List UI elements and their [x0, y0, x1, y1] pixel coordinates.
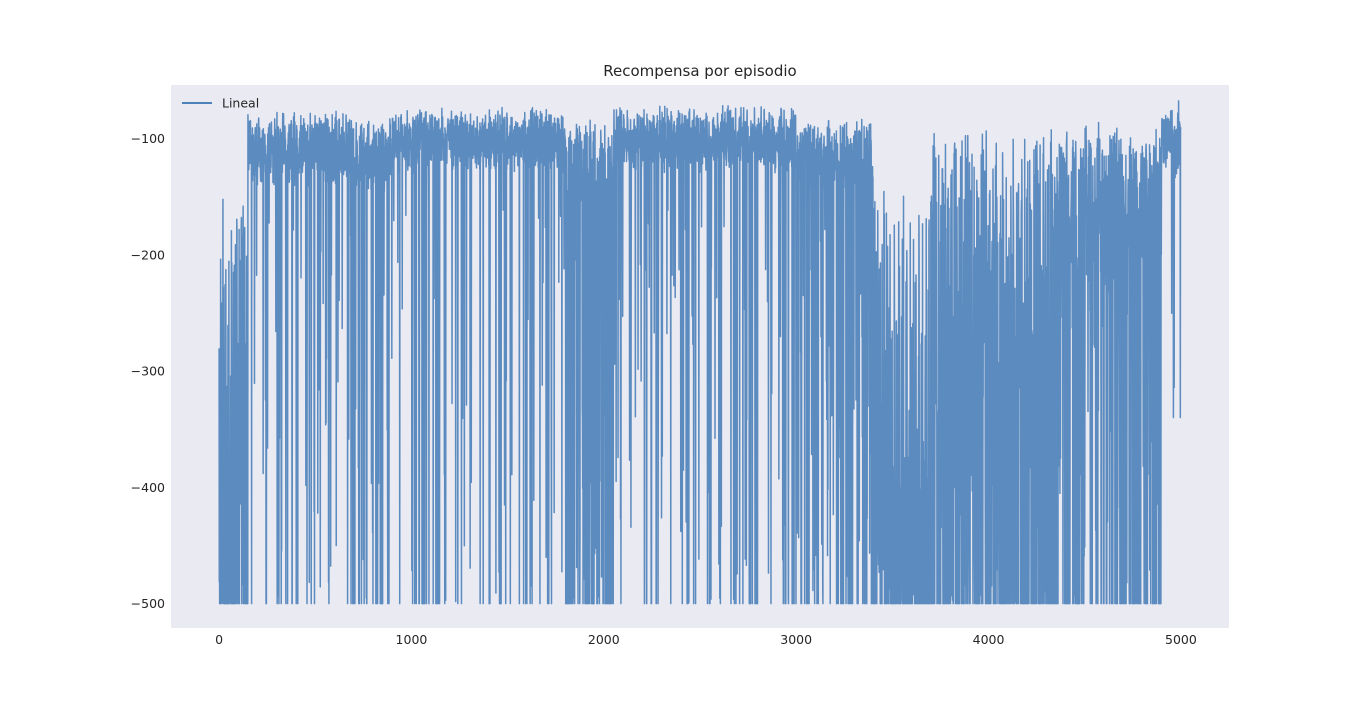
legend: Lineal	[182, 96, 259, 111]
y-tick-label: −500	[131, 596, 165, 611]
x-tick-label: 4000	[973, 632, 1005, 647]
y-tick-label: −300	[131, 364, 165, 379]
series-lineal	[218, 100, 1182, 605]
x-tick-label: 0	[215, 632, 223, 647]
y-axis-ticks: −100 −200 −300 −400 −500	[131, 131, 165, 611]
x-axis-ticks: 0 1000 2000 3000 4000 5000	[215, 632, 1197, 647]
x-tick-label: 2000	[588, 632, 620, 647]
legend-label-lineal: Lineal	[222, 96, 259, 111]
y-tick-label: −200	[131, 247, 165, 262]
x-tick-label: 1000	[396, 632, 428, 647]
x-tick-label: 5000	[1165, 632, 1197, 647]
chart-title: Recompensa por episodio	[603, 62, 796, 80]
series-line-lineal	[218, 100, 1182, 605]
y-tick-label: −400	[131, 480, 165, 495]
x-tick-label: 3000	[780, 632, 812, 647]
y-tick-label: −100	[131, 131, 165, 146]
